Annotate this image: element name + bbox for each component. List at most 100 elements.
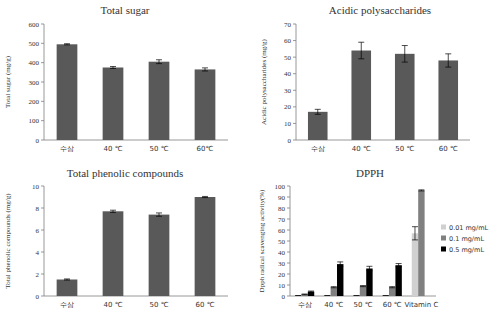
error-cap	[389, 286, 395, 287]
y-axis-label: Acidic polysaccharides (mg/g)	[260, 38, 268, 125]
error-cap	[412, 226, 418, 227]
y-tick-label: 400	[29, 59, 40, 67]
bar	[360, 286, 366, 296]
y-tick-label: 600	[29, 21, 40, 29]
y-tick-label: 80	[278, 205, 286, 213]
y-tick	[293, 40, 296, 41]
y-tick-label: 70	[278, 216, 286, 224]
error-bar	[202, 68, 208, 71]
error-line	[317, 109, 318, 114]
error-cap	[383, 295, 389, 296]
legend-label: 0.01 mg/mL	[449, 224, 489, 232]
y-tick	[293, 123, 296, 124]
y-tick	[293, 140, 296, 141]
error-cap	[202, 196, 208, 197]
error-cap	[366, 270, 372, 271]
error-cap	[324, 295, 330, 296]
error-bar	[156, 60, 162, 64]
y-tick	[41, 140, 44, 141]
y-tick	[293, 90, 296, 91]
error-line	[361, 42, 362, 59]
chart-title: Total sugar	[100, 4, 149, 16]
error-cap	[337, 266, 343, 267]
error-cap	[110, 212, 116, 213]
error-cap	[324, 295, 330, 296]
error-line	[340, 262, 341, 266]
y-tick	[293, 24, 296, 25]
error-cap	[396, 263, 402, 264]
error-cap	[202, 197, 208, 198]
error-line	[414, 227, 415, 240]
error-bar	[308, 291, 314, 292]
bar	[103, 211, 124, 296]
bar	[395, 54, 415, 140]
y-tick	[287, 241, 290, 242]
bar	[383, 295, 389, 296]
error-bar	[202, 196, 208, 197]
y-tick	[41, 82, 44, 83]
error-cap	[360, 286, 366, 287]
bar	[308, 112, 328, 140]
error-bar	[383, 295, 389, 296]
y-tick-label: 0	[288, 137, 292, 145]
bar	[351, 51, 371, 140]
y-tick-label: 50	[284, 54, 292, 62]
error-cap	[302, 294, 308, 295]
bar	[412, 233, 418, 296]
error-cap	[402, 45, 408, 46]
error-cap	[110, 210, 116, 211]
y-tick-label: 200	[29, 98, 40, 106]
y-tick	[293, 106, 296, 107]
y-tick-label: 40	[284, 70, 292, 78]
error-cap	[331, 287, 337, 288]
error-line	[448, 54, 449, 67]
error-bar	[315, 109, 321, 114]
error-cap	[396, 266, 402, 267]
legend-swatch	[441, 236, 446, 241]
bar	[353, 295, 359, 296]
x-tick-label: 40 ℃	[324, 301, 343, 309]
y-tick	[293, 57, 296, 58]
error-cap	[360, 285, 366, 286]
error-cap	[110, 68, 116, 69]
y-axis-label: Dpph radical scavenging activity(%)	[258, 189, 266, 292]
error-cap	[337, 261, 343, 262]
error-bar	[64, 44, 70, 45]
error-bar	[324, 295, 330, 296]
error-cap	[64, 44, 70, 45]
y-axis-label: Total phenolic compounds (mg/g)	[4, 193, 12, 289]
y-tick	[293, 73, 296, 74]
error-bar	[366, 266, 372, 270]
y-tick-label: 60	[278, 227, 286, 235]
y-tick-label: 6	[36, 227, 40, 235]
error-bar	[354, 295, 360, 296]
error-cap	[315, 109, 321, 110]
chart-title: Total phenolic compounds	[67, 167, 184, 179]
marks	[295, 190, 425, 296]
legend-swatch	[441, 225, 446, 230]
error-cap	[366, 266, 372, 267]
bar	[308, 292, 314, 296]
y-tick-label: 0	[36, 293, 40, 301]
bar	[149, 215, 170, 296]
legend-label: 0.5 mg/mL	[449, 246, 484, 254]
y-tick-label: 40	[278, 249, 286, 257]
y-tick	[41, 24, 44, 25]
error-cap	[445, 67, 451, 68]
bar	[331, 287, 337, 296]
error-line	[205, 68, 206, 71]
y-axis-line	[44, 186, 45, 296]
x-tick-label: 40 ℃	[104, 145, 123, 153]
y-tick-label: 100	[29, 117, 40, 125]
figure: Total sugarTotal sugar (mg/g)01002003004…	[0, 0, 494, 320]
error-bar	[445, 54, 451, 67]
y-tick	[287, 219, 290, 220]
x-tick-label: Vitamin C	[404, 301, 438, 309]
y-tick	[287, 296, 290, 297]
y-tick	[41, 208, 44, 209]
y-tick	[41, 186, 44, 187]
error-cap	[389, 287, 395, 288]
x-tick-label: 수삼	[311, 145, 325, 153]
chart-title: Acidic polysaccharides	[329, 4, 431, 16]
y-tick	[41, 62, 44, 63]
